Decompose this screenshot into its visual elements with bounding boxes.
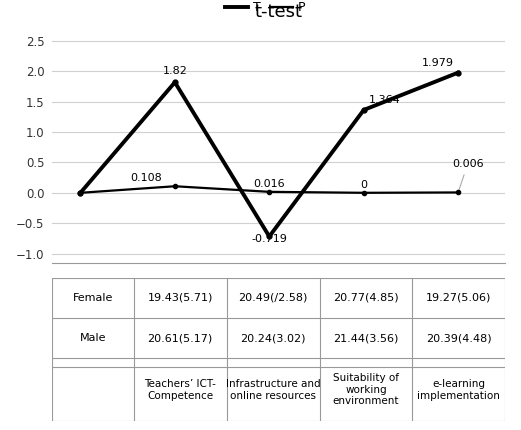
Text: 1.364: 1.364 xyxy=(368,95,400,105)
Text: Infrastructure and
online resources: Infrastructure and online resources xyxy=(226,379,320,401)
Text: 19.27(5.06): 19.27(5.06) xyxy=(426,293,492,303)
Text: 0.006: 0.006 xyxy=(452,160,483,190)
Text: -0.719: -0.719 xyxy=(251,234,287,244)
Text: 19.43(5.71): 19.43(5.71) xyxy=(147,293,213,303)
Title: t-test: t-test xyxy=(255,3,303,22)
Text: Female: Female xyxy=(73,293,113,303)
Text: e-learning
implementation: e-learning implementation xyxy=(417,379,500,401)
Legend: T, P: T, P xyxy=(225,1,305,14)
Text: 20.49(/2.58): 20.49(/2.58) xyxy=(239,293,308,303)
Text: Suitability of
working
environment: Suitability of working environment xyxy=(333,373,399,406)
Text: 0.108: 0.108 xyxy=(131,173,163,183)
Text: 1.979: 1.979 xyxy=(421,58,453,68)
Text: 20.24(3.02): 20.24(3.02) xyxy=(240,333,306,343)
Text: 21.44(3.56): 21.44(3.56) xyxy=(333,333,399,343)
Text: 20.77(4.85): 20.77(4.85) xyxy=(333,293,399,303)
Text: 20.39(4.48): 20.39(4.48) xyxy=(426,333,492,343)
Text: 1.82: 1.82 xyxy=(163,66,187,76)
Text: 0.016: 0.016 xyxy=(254,179,285,189)
Text: Male: Male xyxy=(80,333,106,343)
Text: 20.61(5.17): 20.61(5.17) xyxy=(147,333,213,343)
Text: 0: 0 xyxy=(360,180,367,190)
Text: Teachers’ ICT-
Competence: Teachers’ ICT- Competence xyxy=(144,379,216,401)
